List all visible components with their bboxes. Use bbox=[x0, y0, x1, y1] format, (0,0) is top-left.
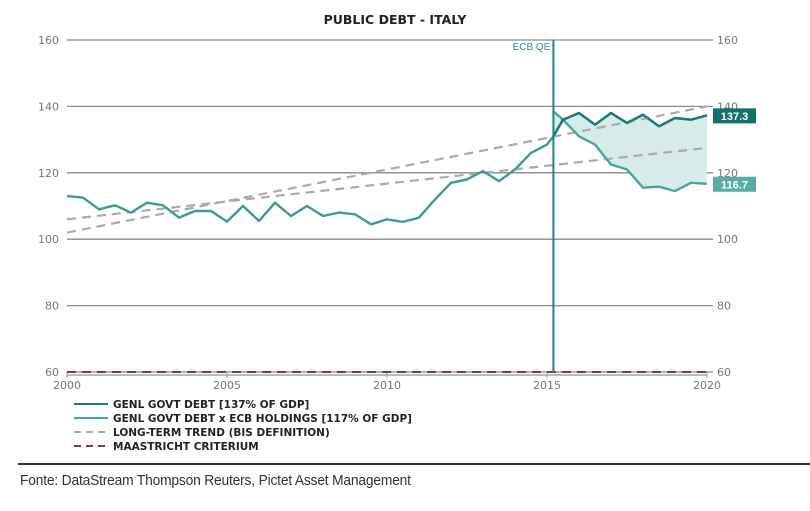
end-labels: 137.3 116.7 bbox=[713, 108, 756, 192]
legend: GENL GOVT DEBT [137% OF GDP] GENL GOVT DE… bbox=[74, 399, 412, 453]
trend-lines bbox=[66, 105, 708, 373]
y-tick-label-left: 140 bbox=[38, 100, 59, 113]
end-value-label: 137.3 bbox=[721, 111, 749, 123]
y-tick-label-right: 100 bbox=[717, 233, 738, 246]
shaded-area bbox=[553, 111, 707, 192]
y-tick-label-left: 120 bbox=[38, 167, 59, 180]
series-line-ecb-adjusted bbox=[552, 110, 708, 193]
x-tick-label: 2015 bbox=[533, 379, 561, 392]
y-tick-label-right: 60 bbox=[717, 366, 731, 379]
legend-label: MAASTRICHT CRITERIUM bbox=[113, 441, 259, 453]
end-value-label: 116.7 bbox=[721, 179, 748, 191]
x-tick-label: 2005 bbox=[213, 379, 241, 392]
legend-label: LONG-TERM TREND (BIS DEFINITION) bbox=[113, 427, 330, 439]
series-line-govt-debt-post-qe bbox=[552, 111, 708, 137]
trend-line bbox=[66, 146, 708, 221]
source-divider bbox=[18, 463, 810, 465]
x-tick-label: 2000 bbox=[53, 379, 81, 392]
x-tick-label: 2010 bbox=[373, 379, 401, 392]
x-tick-label: 2020 bbox=[693, 379, 721, 392]
ecb-qe-annotation: ECB QE bbox=[513, 40, 555, 372]
ecb-qe-label: ECB QE bbox=[513, 42, 551, 53]
y-tick-label-left: 160 bbox=[38, 34, 59, 47]
legend-label: GENL GOVT DEBT x ECB HOLDINGS [117% OF G… bbox=[113, 413, 412, 425]
y-tick-label-right: 160 bbox=[717, 34, 738, 47]
end-value-badge bbox=[713, 176, 756, 192]
end-value-badge bbox=[713, 108, 756, 124]
trend-line bbox=[66, 105, 708, 234]
series-lines bbox=[66, 110, 708, 226]
y-tick-label-left: 60 bbox=[45, 366, 59, 379]
y-tick-label-left: 100 bbox=[38, 233, 59, 246]
y-tick-label-right: 120 bbox=[717, 167, 738, 180]
y-tick-label-right: 80 bbox=[717, 300, 731, 313]
y-tick-label-left: 80 bbox=[45, 300, 59, 313]
chart-title: PUBLIC DEBT - ITALY bbox=[324, 12, 468, 27]
source-note: Fonte: DataStream Thompson Reuters, Pict… bbox=[20, 472, 411, 489]
legend-label: GENL GOVT DEBT [137% OF GDP] bbox=[113, 399, 309, 411]
shaded-gap-area bbox=[553, 111, 707, 192]
